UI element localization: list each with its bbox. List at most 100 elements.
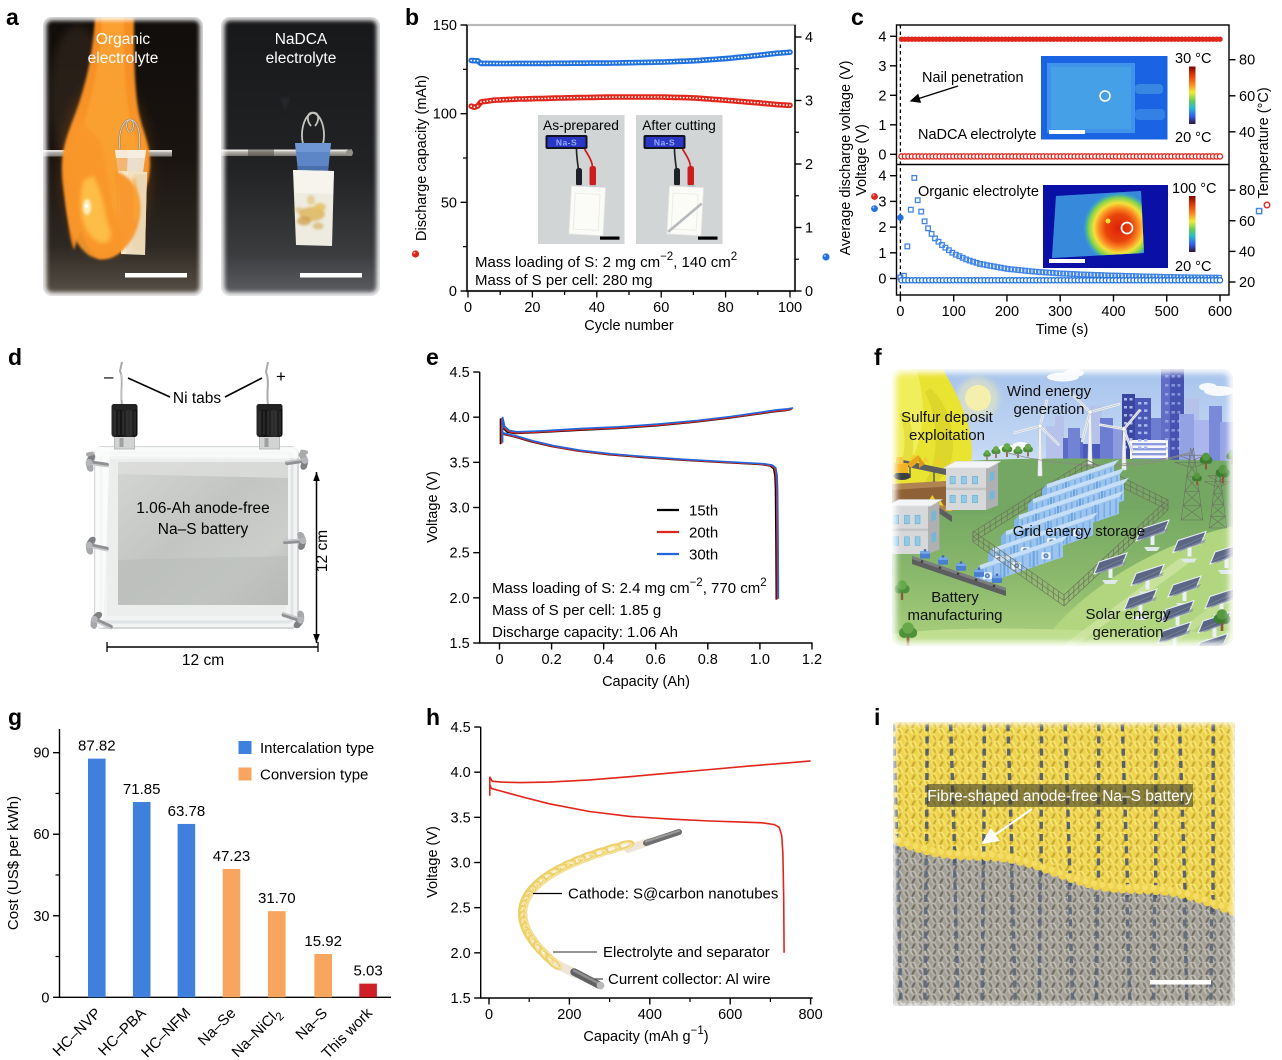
svg-text:2: 2 [878, 220, 886, 236]
svg-text:Grid energy storage: Grid energy storage [1013, 523, 1146, 540]
svg-text:0: 0 [805, 284, 813, 300]
svg-text:Battery: Battery [931, 589, 979, 606]
svg-text:4.5: 4.5 [451, 720, 471, 736]
svg-text:0: 0 [878, 272, 886, 288]
svg-text:Discharge capacity (mAh): Discharge capacity (mAh) [414, 75, 430, 241]
svg-text:1: 1 [878, 246, 886, 262]
svg-text:manufacturing: manufacturing [907, 607, 1002, 624]
svg-text:30th: 30th [689, 547, 718, 564]
svg-text:20 °C: 20 °C [1175, 259, 1211, 275]
svg-text:30: 30 [33, 909, 49, 925]
svg-text:600: 600 [1208, 304, 1232, 320]
svg-text:50: 50 [441, 195, 457, 211]
svg-text:40: 40 [1239, 244, 1255, 260]
svg-text:Solar energy: Solar energy [1085, 606, 1171, 623]
svg-text:Sulfur deposit: Sulfur deposit [901, 409, 994, 426]
svg-text:HC–NVP: HC–NVP [50, 1005, 105, 1060]
svg-text:Nail penetration: Nail penetration [922, 70, 1024, 86]
svg-text:2.0: 2.0 [451, 946, 471, 962]
svg-text:1: 1 [805, 221, 813, 237]
svg-text:200: 200 [995, 304, 1019, 320]
svg-text:1.0: 1.0 [750, 652, 770, 668]
svg-text:0: 0 [495, 652, 503, 668]
svg-text:Discharge capacity: 1.06 Ah: Discharge capacity: 1.06 Ah [492, 624, 678, 641]
svg-text:Ni tabs: Ni tabs [173, 390, 221, 407]
svg-text:100 °C: 100 °C [1172, 181, 1217, 197]
svg-text:Na–S: Na–S [292, 1005, 331, 1044]
svg-text:Mass loading of S: 2 mg cm−2,: Mass loading of S: 2 mg cm−2, 140 cm2 [475, 251, 737, 271]
svg-text:3.5: 3.5 [451, 810, 471, 826]
svg-text:12 cm: 12 cm [182, 652, 224, 669]
svg-text:Na–NiCl2: Na–NiCl2 [229, 1005, 287, 1060]
svg-text:This work: This work [319, 1004, 377, 1060]
svg-text:0.6: 0.6 [646, 652, 666, 668]
svg-text:60: 60 [1239, 89, 1255, 105]
svg-text:Mass loading of S: 2.4 mg cm−2: Mass loading of S: 2.4 mg cm−2, 770 cm2 [492, 577, 767, 597]
svg-text:5.03: 5.03 [353, 963, 382, 980]
svg-text:0.8: 0.8 [698, 652, 718, 668]
svg-text:0: 0 [449, 284, 457, 300]
svg-text:4.0: 4.0 [451, 765, 471, 781]
svg-text:Na–Se: Na–Se [195, 1005, 239, 1049]
svg-text:4.5: 4.5 [450, 365, 470, 381]
svg-text:300: 300 [1048, 304, 1072, 320]
svg-text:0: 0 [485, 1007, 493, 1023]
svg-text:4: 4 [878, 29, 886, 45]
svg-text:Current collector: Al wire: Current collector: Al wire [608, 971, 771, 988]
svg-text:Cost (US$ per kWh): Cost (US$ per kWh) [5, 796, 22, 930]
svg-text:1.06-Ah anode-free: 1.06-Ah anode-free [136, 500, 270, 517]
svg-text:400: 400 [638, 1007, 662, 1023]
svg-text:4: 4 [805, 30, 813, 46]
svg-text:31.70: 31.70 [258, 890, 296, 907]
svg-text:3: 3 [878, 59, 886, 75]
svg-text:HC–NFM: HC–NFM [138, 1005, 194, 1060]
svg-text:After cutting: After cutting [642, 118, 716, 133]
svg-text:500: 500 [1155, 304, 1179, 320]
svg-text:2: 2 [805, 157, 813, 173]
svg-text:100: 100 [942, 304, 966, 320]
svg-text:100: 100 [433, 107, 457, 123]
svg-text:20: 20 [524, 300, 540, 316]
svg-text:20: 20 [1239, 275, 1255, 291]
svg-text:15th: 15th [689, 503, 718, 520]
svg-text:Cathode: S@carbon nanotubes: Cathode: S@carbon nanotubes [568, 886, 778, 903]
svg-text:Time (s): Time (s) [1036, 322, 1089, 338]
svg-text:63.78: 63.78 [168, 803, 206, 820]
svg-text:1.5: 1.5 [450, 636, 470, 652]
svg-text:60: 60 [33, 827, 49, 843]
svg-text:4: 4 [878, 169, 886, 185]
svg-text:Intercalation type: Intercalation type [260, 740, 374, 757]
svg-text:Cycle number: Cycle number [584, 318, 674, 334]
svg-text:Voltage (V): Voltage (V) [425, 826, 441, 898]
svg-text:150: 150 [433, 18, 457, 34]
svg-text:800: 800 [798, 1007, 822, 1023]
svg-text:3.0: 3.0 [450, 501, 470, 517]
svg-text:0: 0 [464, 300, 472, 316]
svg-text:40: 40 [589, 300, 605, 316]
svg-text:20 °C: 20 °C [1175, 130, 1211, 146]
svg-text:0.2: 0.2 [541, 652, 561, 668]
svg-text:400: 400 [1101, 304, 1125, 320]
svg-text:Na–S battery: Na–S battery [158, 521, 249, 538]
svg-text:Mass of S per cell: 280 mg: Mass of S per cell: 280 mg [475, 272, 653, 289]
svg-text:Capacity (mAh g−1): Capacity (mAh g−1) [583, 1025, 708, 1045]
svg-text:20th: 20th [689, 525, 718, 542]
svg-text:NaDCA electrolyte: NaDCA electrolyte [918, 127, 1036, 143]
svg-text:Voltage (V): Voltage (V) [854, 124, 870, 196]
svg-text:Wind energy: Wind energy [1007, 383, 1092, 400]
svg-text:Electrolyte and separator: Electrolyte and separator [603, 944, 770, 961]
svg-text:30 °C: 30 °C [1175, 51, 1211, 67]
svg-text:+: + [276, 367, 286, 386]
svg-text:exploitation: exploitation [909, 427, 985, 444]
svg-text:0: 0 [896, 304, 904, 320]
svg-text:47.23: 47.23 [213, 848, 251, 865]
svg-text:2.5: 2.5 [450, 546, 470, 562]
svg-text:Fibre-shaped anode-free Na–S b: Fibre-shaped anode-free Na–S battery [927, 788, 1193, 805]
svg-text:60: 60 [1239, 214, 1255, 230]
svg-text:Mass of S per cell: 1.85 g: Mass of S per cell: 1.85 g [492, 602, 661, 619]
svg-text:Na-S: Na-S [556, 138, 577, 148]
svg-text:generation: generation [1093, 624, 1164, 641]
svg-text:electrolyte: electrolyte [88, 50, 159, 67]
svg-text:200: 200 [557, 1007, 581, 1023]
svg-text:3: 3 [805, 94, 813, 110]
